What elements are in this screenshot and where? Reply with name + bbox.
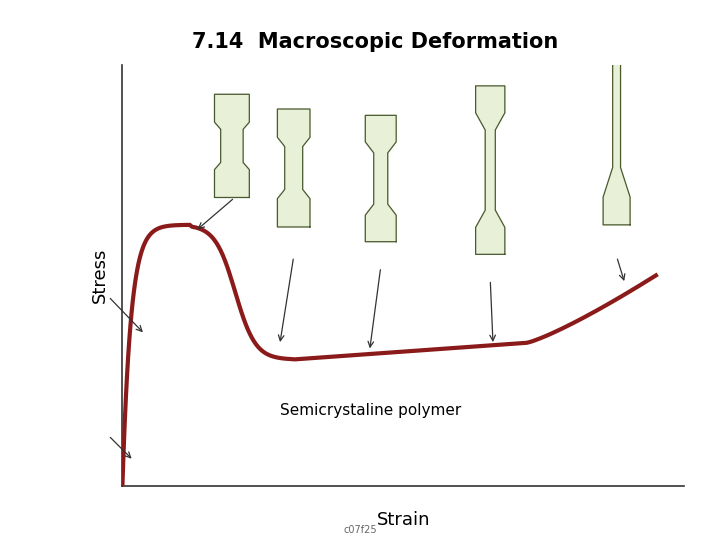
Text: Semicrystaline polymer: Semicrystaline polymer [279,403,461,417]
Polygon shape [603,0,630,225]
Title: 7.14  Macroscopic Deformation: 7.14 Macroscopic Deformation [192,32,558,52]
Polygon shape [71,275,107,368]
Text: c07f25: c07f25 [343,524,377,535]
Polygon shape [476,86,505,254]
Polygon shape [365,116,396,242]
Text: Stress: Stress [91,248,109,303]
Polygon shape [277,109,310,227]
Polygon shape [71,381,107,474]
Text: Strain: Strain [377,511,430,529]
Polygon shape [215,94,249,198]
